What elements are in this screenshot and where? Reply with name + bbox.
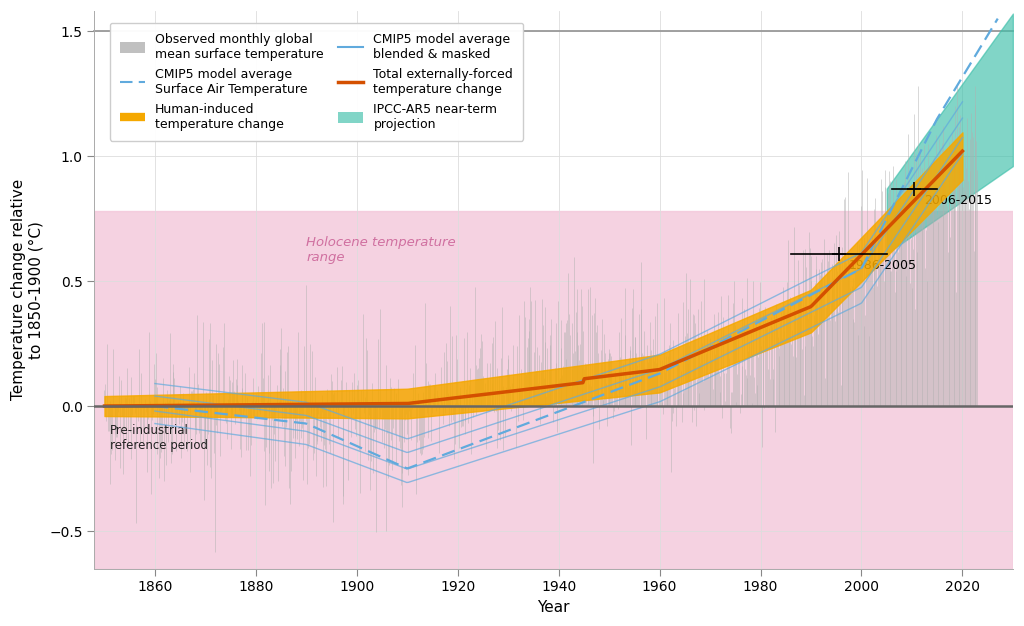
- Text: 2006-2015: 2006-2015: [925, 193, 992, 207]
- Text: 1986-2005: 1986-2005: [849, 259, 916, 272]
- Legend: Observed monthly global
mean surface temperature, CMIP5 model average
Surface Ai: Observed monthly global mean surface tem…: [110, 23, 523, 141]
- Text: Pre-industrial
reference period: Pre-industrial reference period: [110, 424, 208, 451]
- X-axis label: Year: Year: [538, 600, 570, 615]
- Text: Holocene temperature
range: Holocene temperature range: [306, 236, 456, 264]
- Bar: [94, 211, 1013, 568]
- Y-axis label: Temperature change relative
to 1850-1900 (°C): Temperature change relative to 1850-1900…: [11, 179, 43, 401]
